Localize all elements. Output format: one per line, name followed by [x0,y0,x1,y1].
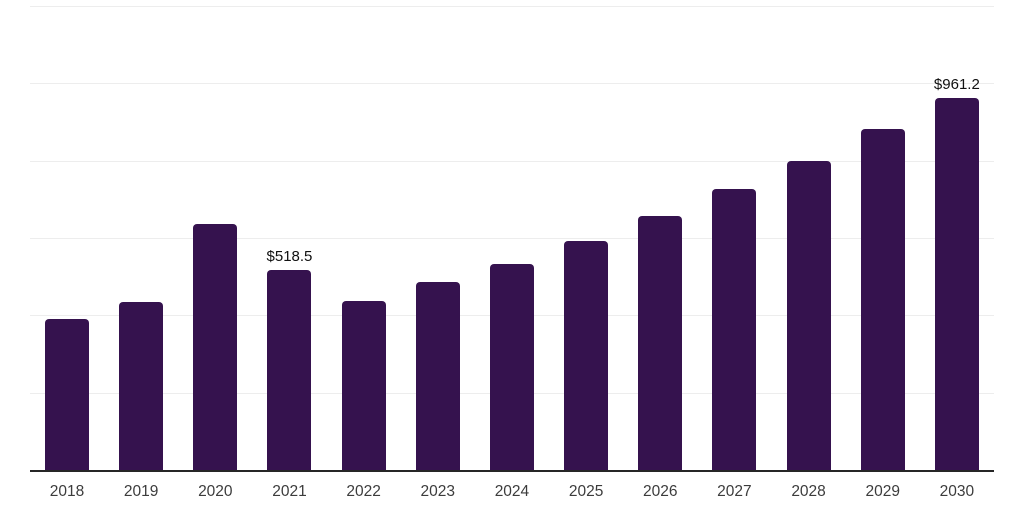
bar-column-2027 [712,6,757,470]
bar-column-2018 [45,6,89,470]
x-tick-label-2021: 2021 [272,483,307,500]
bar-column-2022 [341,6,386,470]
bar-column-2028 [786,6,831,470]
x-tick-label-2024: 2024 [494,483,530,500]
bar-value-label-2030: $961.2 [933,76,980,94]
bar-2018 [45,318,89,470]
bar-column-2029 [860,6,905,470]
bar-column-2026 [638,6,683,470]
bar-column-2021: $518.5 [266,6,313,470]
bar-2021 [267,269,312,470]
bar-2027 [712,189,757,470]
gridline-1200 [30,6,994,7]
bar-2026 [638,215,683,470]
gridline-600 [30,238,994,239]
bar-2020 [193,224,238,470]
bar-2022 [341,301,386,470]
bars-container: $518.5 $961.2 [30,6,994,470]
bar-2019 [119,302,164,470]
x-tick-label-2028: 2028 [791,483,826,500]
x-tick-label-2030: 2030 [939,483,975,500]
x-tick-label-2029: 2029 [865,483,900,500]
x-tick-label-2025: 2025 [568,483,604,500]
x-tick-label-2018: 2018 [49,483,85,500]
bar-column-2019 [119,6,164,470]
bar-2030 [934,98,979,470]
bar-column-2025 [564,6,609,470]
bar-column-2024 [489,6,534,470]
bar-2025 [564,241,609,470]
gridline-800 [30,160,994,162]
bar-2023 [415,282,460,470]
bar-2029 [860,129,905,470]
x-tick-label-2026: 2026 [643,483,678,500]
x-axis-line [30,470,994,472]
bar-column-2020 [193,6,238,470]
bar-column-2030: $961.2 [933,6,980,470]
x-tick-label-2022: 2022 [346,483,381,500]
x-tick-label-2027: 2027 [717,483,752,500]
x-tick-label-2020: 2020 [198,483,233,500]
bar-2024 [489,264,534,470]
gridline-1000 [30,83,994,85]
bar-2028 [786,161,831,470]
plot-area: $518.5 $961.2 [30,6,994,472]
x-tick-label-2019: 2019 [123,483,159,500]
bar-column-2023 [415,6,460,470]
x-axis-labels: 2018 2019 2020 2021 2022 2023 2024 2025 2026 2027… [30,482,994,501]
x-tick-label-2023: 2023 [420,483,456,500]
bar-value-label-2021: $518.5 [266,247,313,265]
